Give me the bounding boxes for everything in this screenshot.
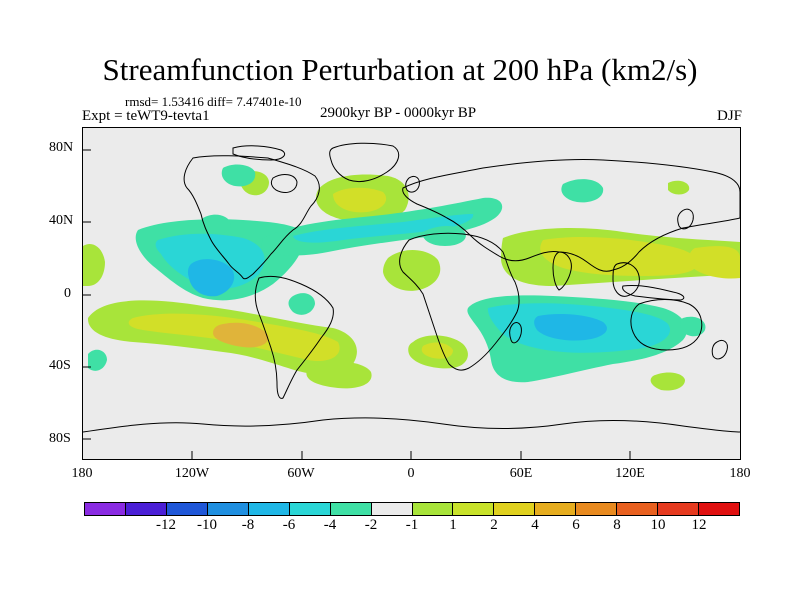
arctic-pacific-negative bbox=[221, 164, 256, 187]
north-atlantic-core bbox=[333, 187, 387, 213]
colorbar-swatch bbox=[166, 503, 208, 515]
australia-coastline bbox=[630, 299, 703, 351]
north-asia-positive bbox=[668, 180, 690, 195]
colorbar-swatch bbox=[617, 503, 659, 515]
colorbar-swatch bbox=[330, 503, 372, 515]
colorbar-swatch bbox=[248, 503, 290, 515]
indian-ocean-core bbox=[534, 314, 607, 341]
colorbar-label: -8 bbox=[241, 517, 255, 533]
streamfunction-map bbox=[83, 128, 740, 459]
colorbar-swatch bbox=[85, 503, 126, 515]
lon-label-120e: 120E bbox=[615, 466, 645, 481]
indonesia-coastline bbox=[622, 285, 685, 301]
colorbar-swatch bbox=[494, 503, 536, 515]
lat-label-40n: 40N bbox=[49, 213, 74, 228]
equatorial-east-negative bbox=[201, 214, 231, 234]
southeast-asia-coastline bbox=[612, 262, 640, 297]
colorbar-label: 10 bbox=[650, 517, 666, 533]
antarctica-coastline bbox=[83, 417, 740, 433]
plot-title: Streamfunction Perturbation at 200 hPa (… bbox=[102, 52, 698, 87]
south-pacific-negative-west bbox=[88, 349, 107, 371]
map-background bbox=[83, 128, 740, 459]
lat-label-40s: 40S bbox=[49, 358, 71, 373]
lat-label-equator: 0 bbox=[64, 286, 71, 301]
colorbar-swatch bbox=[535, 503, 577, 515]
southeast-pacific-negative bbox=[680, 316, 706, 337]
colorbar-swatch bbox=[371, 503, 413, 515]
india-coastline bbox=[552, 251, 572, 291]
rmsd-diff-stats: rmsd= 1.53416 diff= 7.47401e-10 bbox=[125, 94, 302, 109]
lon-label-120w: 120W bbox=[174, 466, 210, 481]
lon-label-0: 0 bbox=[407, 466, 415, 481]
south-atlantic-core bbox=[421, 342, 453, 359]
experiment-label: Expt = teWT9-tevta1 bbox=[82, 108, 210, 124]
hudson-bay-coastline bbox=[270, 174, 298, 193]
lat-label-80s: 80S bbox=[49, 431, 71, 446]
colorbar-swatch bbox=[289, 503, 331, 515]
uk-coastline bbox=[405, 175, 420, 193]
arctic-islands-coastline bbox=[232, 145, 286, 161]
lon-label-180e: 180 bbox=[729, 466, 751, 481]
period-label: 2900kyr BP - 0000kyr BP bbox=[320, 105, 477, 121]
lon-label-60e: 60E bbox=[509, 466, 533, 481]
colorbar-label: -6 bbox=[282, 517, 296, 533]
colorbar-label: -1 bbox=[405, 517, 419, 533]
colorbar-label: 12 bbox=[691, 517, 707, 533]
north-atlantic-negative bbox=[422, 226, 466, 246]
positive-anomalies bbox=[83, 171, 740, 391]
asia-pacific-mid bbox=[540, 237, 698, 276]
south-central-pacific-negative bbox=[288, 293, 315, 315]
colorbar-swatch bbox=[576, 503, 618, 515]
colorbar-label: -4 bbox=[323, 517, 337, 533]
colorbar-swatch bbox=[125, 503, 167, 515]
africa-coastline bbox=[399, 232, 520, 371]
colorbar-label: 6 bbox=[572, 517, 580, 533]
colorbar-label: 4 bbox=[531, 517, 539, 533]
colorbar-label: 2 bbox=[490, 517, 498, 533]
southeast-pacific-positive bbox=[650, 372, 685, 391]
atlantic-equatorial-positive bbox=[383, 249, 441, 291]
colorbar-swatch bbox=[699, 503, 739, 515]
season-label: DJF bbox=[716, 108, 742, 124]
colorbar-label: -2 bbox=[364, 517, 378, 533]
north-pacific-negative-right bbox=[561, 179, 604, 203]
lat-label-80n: 80N bbox=[49, 140, 74, 155]
greenland-coastline bbox=[329, 142, 400, 183]
colorbar-swatch bbox=[453, 503, 495, 515]
colorbar-swatch bbox=[207, 503, 249, 515]
colorbar-swatch bbox=[658, 503, 700, 515]
negative-anomalies bbox=[88, 164, 706, 383]
colorbar-label: 8 bbox=[613, 517, 621, 533]
coastlines bbox=[83, 142, 740, 433]
colorbar-label: -12 bbox=[156, 517, 176, 533]
madagascar-coastline bbox=[509, 321, 522, 344]
pacific-negative-core bbox=[187, 259, 235, 297]
east-pacific-positive-left bbox=[83, 243, 105, 286]
southern-ocean-positive bbox=[306, 361, 372, 389]
north-america-coastline bbox=[183, 155, 320, 280]
atlantic-europe-mid bbox=[293, 214, 474, 243]
lon-label-180w: 180 bbox=[71, 466, 93, 481]
colorbar bbox=[84, 502, 740, 516]
new-zealand-coastline bbox=[711, 339, 728, 360]
west-pacific-patch bbox=[689, 246, 740, 279]
south-pacific-core bbox=[213, 322, 269, 348]
colorbar-swatch bbox=[412, 503, 454, 515]
map-panel bbox=[82, 127, 741, 460]
south-america-coastline bbox=[254, 275, 334, 399]
lon-label-60w: 60W bbox=[287, 466, 315, 481]
map-tickmarks bbox=[83, 149, 631, 459]
japan-coastline bbox=[677, 208, 694, 230]
colorbar-label: 1 bbox=[449, 517, 457, 533]
colorbar-label: -10 bbox=[197, 517, 217, 533]
